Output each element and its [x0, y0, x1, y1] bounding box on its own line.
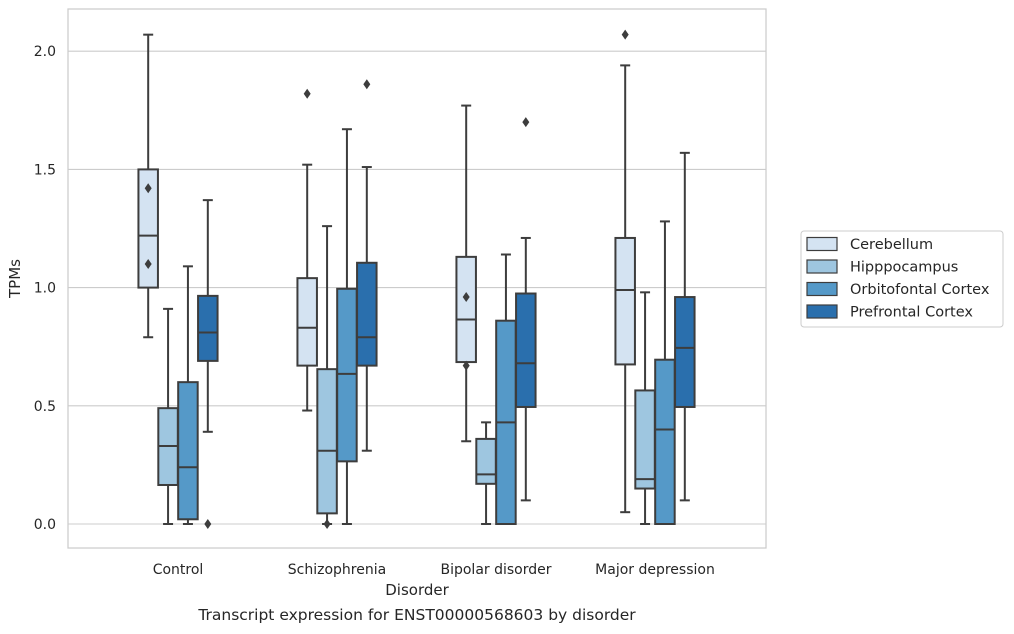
legend-label: Orbitofontal Cortex: [850, 282, 990, 298]
outlier-point: [144, 258, 152, 269]
outlier-point: [144, 183, 152, 194]
box: [455, 104, 477, 443]
box: [296, 88, 318, 412]
x-tick-label: Major depression: [595, 562, 715, 578]
legend-label: Prefrontal Cortex: [850, 305, 973, 321]
legend-swatch: [806, 259, 838, 274]
legend: Cerebellum Hipppocampus Orbitofontal Corte…: [800, 230, 1004, 328]
x-axis-label: Disorder: [385, 581, 449, 599]
y-tick-label: 0.5: [34, 399, 56, 415]
box: [137, 33, 159, 339]
box: [316, 225, 338, 529]
box: [177, 265, 199, 525]
box-iqr: [674, 296, 696, 408]
outlier-point: [522, 117, 530, 128]
y-tick-label: 1.5: [34, 162, 56, 178]
box: [634, 291, 656, 525]
outlier-point: [323, 519, 331, 529]
box-iqr: [177, 381, 199, 521]
box-iqr: [336, 287, 358, 463]
box: [356, 79, 378, 452]
y-tick-label: 0.0: [34, 517, 56, 533]
box: [336, 128, 358, 525]
legend-label: Hipppocampus: [850, 260, 958, 276]
box-groups: [137, 29, 696, 529]
outlier-point: [462, 360, 470, 371]
box: [475, 421, 497, 525]
category-group: [455, 104, 537, 526]
legend-swatch: [806, 304, 838, 319]
legend-swatch: [806, 281, 838, 297]
box: [614, 29, 636, 514]
x-tick-label: Bipolar disorder: [440, 562, 551, 578]
box: [495, 253, 517, 526]
outlier-point: [462, 292, 470, 303]
x-tick-label: Schizophrenia: [288, 562, 386, 578]
legend-item: Hipppocampus: [806, 259, 958, 276]
category-group: [296, 79, 378, 529]
legend-item: Prefrontal Cortex: [806, 304, 973, 321]
box-iqr: [197, 294, 219, 362]
box-iqr: [316, 368, 338, 515]
outlier-point: [303, 88, 311, 99]
y-tick-labels: 0.0 0.5 1.0 1.5 2.0: [34, 44, 56, 533]
x-tick-label: Control: [153, 562, 204, 578]
figure-caption: Transcript expression for ENST0000056860…: [198, 606, 636, 624]
box-iqr: [634, 389, 656, 490]
y-tick-label: 1.0: [34, 281, 56, 297]
legend-item: Cerebellum: [806, 236, 933, 253]
legend-frame: [800, 230, 1004, 328]
box: [157, 307, 179, 525]
outlier-point: [204, 519, 212, 529]
box-iqr: [137, 168, 159, 289]
box-iqr: [515, 292, 537, 408]
box-iqr: [475, 437, 497, 485]
legend-swatch: [806, 236, 838, 252]
box-iqr: [296, 277, 318, 367]
box: [197, 199, 219, 529]
x-tick-labels: Control Schizophrenia Bipolar disorder Majo…: [153, 562, 715, 578]
box-iqr: [614, 236, 636, 366]
plot-frame: [67, 8, 767, 549]
box: [515, 117, 537, 502]
legend-item: Orbitofontal Cortex: [806, 281, 990, 298]
y-tick-label: 2.0: [34, 44, 56, 60]
outlier-point: [363, 79, 371, 90]
box-iqr: [455, 255, 477, 364]
y-axis-label: TPMs: [6, 259, 24, 299]
box: [654, 220, 676, 525]
box-iqr: [356, 261, 378, 367]
box: [674, 151, 696, 502]
legend-label: Cerebellum: [850, 237, 933, 253]
box-iqr: [654, 358, 676, 525]
category-group: [614, 29, 696, 525]
category-group: [137, 33, 219, 529]
outlier-point: [621, 29, 629, 40]
